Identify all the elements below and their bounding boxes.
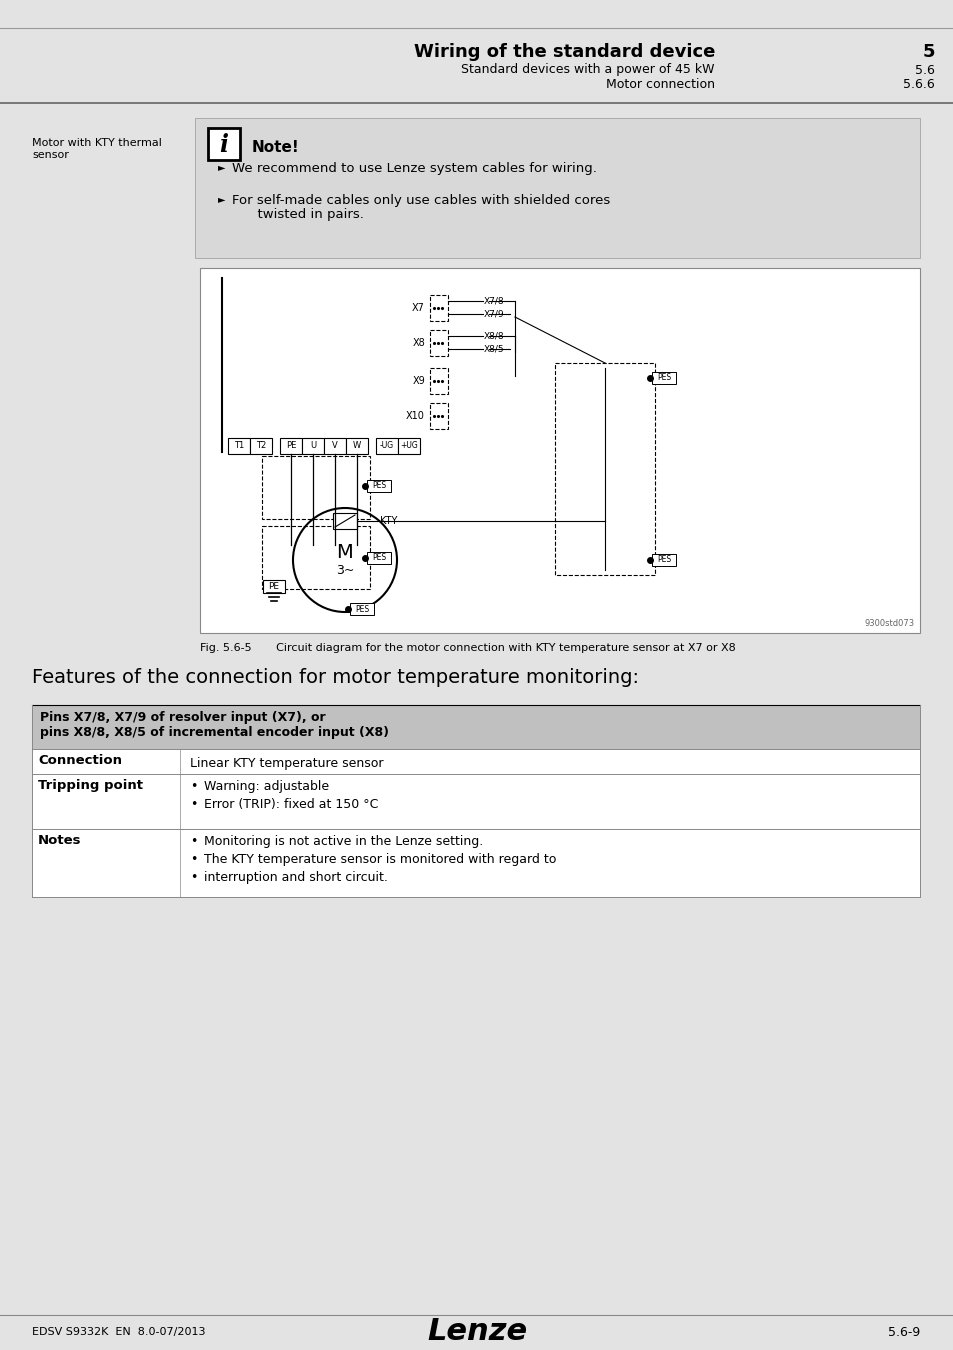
Bar bbox=[350, 603, 374, 616]
Bar bbox=[367, 552, 391, 563]
Text: i: i bbox=[219, 134, 229, 157]
Text: Standard devices with a power of 45 kW: Standard devices with a power of 45 kW bbox=[461, 63, 714, 77]
Text: Pins X7/8, X7/9 of resolver input (X7), or
pins X8/8, X8/5 of incremental encode: Pins X7/8, X7/9 of resolver input (X7), … bbox=[40, 711, 389, 738]
Text: 5: 5 bbox=[922, 43, 934, 61]
Text: Connection: Connection bbox=[38, 755, 122, 767]
Bar bbox=[32, 705, 919, 749]
Text: +UG: +UG bbox=[399, 441, 417, 451]
Text: -UG: -UG bbox=[379, 441, 394, 451]
Text: •: • bbox=[190, 798, 197, 811]
Text: PES: PES bbox=[355, 605, 369, 613]
Text: PES: PES bbox=[372, 554, 386, 562]
Text: X8: X8 bbox=[412, 338, 424, 348]
Bar bbox=[430, 404, 448, 429]
Bar bbox=[430, 329, 448, 356]
Text: T2: T2 bbox=[255, 441, 266, 451]
Text: X7: X7 bbox=[412, 302, 424, 313]
Text: Wiring of the standard device: Wiring of the standard device bbox=[414, 43, 714, 61]
Bar bbox=[263, 580, 285, 593]
Bar bbox=[280, 437, 302, 454]
Text: EDSV S9332K  EN  8.0-07/2013: EDSV S9332K EN 8.0-07/2013 bbox=[32, 1327, 205, 1336]
Text: U: U bbox=[310, 441, 315, 451]
Bar bbox=[32, 829, 919, 896]
Text: We recommend to use Lenze system cables for wiring.: We recommend to use Lenze system cables … bbox=[232, 162, 597, 176]
Text: •: • bbox=[190, 871, 197, 884]
Text: interruption and short circuit.: interruption and short circuit. bbox=[204, 871, 388, 884]
Text: •: • bbox=[190, 780, 197, 792]
Text: W: W bbox=[353, 441, 361, 451]
Text: PES: PES bbox=[372, 481, 386, 490]
Bar bbox=[208, 128, 240, 161]
Bar bbox=[228, 437, 250, 454]
Text: Motor with KTY thermal
sensor: Motor with KTY thermal sensor bbox=[32, 138, 162, 159]
Text: twisted in pairs.: twisted in pairs. bbox=[232, 208, 363, 221]
Text: Linear KTY temperature sensor: Linear KTY temperature sensor bbox=[190, 757, 383, 769]
Text: Note!: Note! bbox=[252, 140, 299, 155]
Text: Motor connection: Motor connection bbox=[605, 78, 714, 92]
Text: Fig. 5.6-5       Circuit diagram for the motor connection with KTY temperature s: Fig. 5.6-5 Circuit diagram for the motor… bbox=[200, 643, 735, 653]
Text: X9: X9 bbox=[412, 377, 424, 386]
Bar bbox=[32, 774, 919, 829]
Text: 3~: 3~ bbox=[335, 563, 354, 576]
Text: PE: PE bbox=[286, 441, 295, 451]
Bar bbox=[333, 513, 356, 529]
Bar bbox=[555, 363, 655, 575]
Text: T1: T1 bbox=[233, 441, 244, 451]
Text: ►: ► bbox=[218, 162, 225, 171]
Text: Features of the connection for motor temperature monitoring:: Features of the connection for motor tem… bbox=[32, 668, 639, 687]
Text: ►: ► bbox=[218, 194, 225, 204]
Text: •: • bbox=[190, 853, 197, 865]
Text: 9300std073: 9300std073 bbox=[864, 620, 914, 628]
Text: X7/8: X7/8 bbox=[483, 297, 504, 305]
Text: X8/8: X8/8 bbox=[483, 332, 504, 340]
Text: X7/9: X7/9 bbox=[483, 309, 504, 319]
Text: For self-made cables only use cables with shielded cores: For self-made cables only use cables wit… bbox=[232, 194, 610, 207]
Bar bbox=[250, 437, 272, 454]
Bar bbox=[324, 437, 346, 454]
Text: Warning: adjustable: Warning: adjustable bbox=[204, 780, 329, 792]
Bar bbox=[651, 554, 676, 566]
Text: KTY: KTY bbox=[379, 516, 397, 526]
Text: Error (TRIP): fixed at 150 °C: Error (TRIP): fixed at 150 °C bbox=[204, 798, 378, 811]
Bar bbox=[651, 373, 676, 383]
Bar bbox=[0, 0, 953, 105]
Bar bbox=[32, 749, 919, 774]
Text: The KTY temperature sensor is monitored with regard to: The KTY temperature sensor is monitored … bbox=[204, 853, 556, 865]
Text: 5.6-9: 5.6-9 bbox=[887, 1326, 919, 1338]
Text: Monitoring is not active in the Lenze setting.: Monitoring is not active in the Lenze se… bbox=[204, 836, 483, 848]
Bar bbox=[302, 437, 324, 454]
Text: •: • bbox=[190, 836, 197, 848]
Bar bbox=[346, 437, 368, 454]
Text: M: M bbox=[336, 543, 353, 562]
Text: 5.6: 5.6 bbox=[914, 63, 934, 77]
Text: 5.6.6: 5.6.6 bbox=[902, 78, 934, 92]
Text: X10: X10 bbox=[406, 410, 424, 421]
Text: Lenze: Lenze bbox=[427, 1318, 526, 1346]
Bar bbox=[397, 437, 419, 454]
Text: X8/5: X8/5 bbox=[483, 344, 504, 354]
Bar bbox=[262, 456, 370, 518]
Text: PES: PES bbox=[657, 374, 670, 382]
Text: V: V bbox=[332, 441, 337, 451]
Text: PE: PE bbox=[268, 582, 279, 591]
Bar bbox=[262, 526, 370, 589]
Bar bbox=[430, 296, 448, 321]
Bar bbox=[200, 269, 919, 633]
Bar bbox=[430, 369, 448, 394]
Bar bbox=[367, 479, 391, 491]
Text: PES: PES bbox=[657, 555, 670, 564]
Bar bbox=[194, 117, 919, 258]
Text: Notes: Notes bbox=[38, 834, 81, 846]
Text: Tripping point: Tripping point bbox=[38, 779, 143, 792]
Bar bbox=[375, 437, 397, 454]
